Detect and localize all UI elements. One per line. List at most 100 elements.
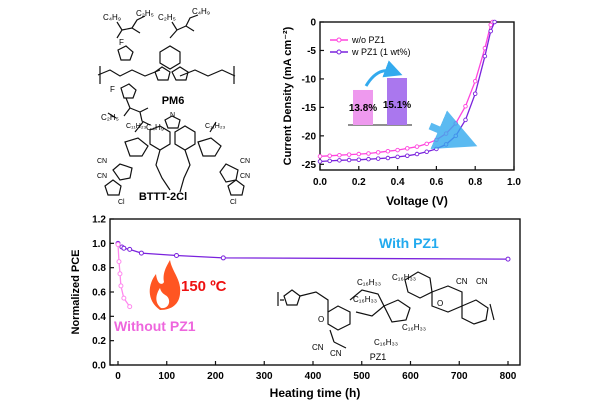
jv-point-1 bbox=[317, 159, 323, 164]
label-cn-b: CN bbox=[97, 173, 107, 180]
legend-w-label: w PZ1 (1 wt%) bbox=[351, 47, 411, 57]
jv-point-0 bbox=[434, 137, 439, 143]
inset-bar-wo bbox=[353, 89, 373, 125]
stability-x-tick-label: 0 bbox=[115, 371, 121, 382]
jv-point-1 bbox=[472, 91, 478, 96]
label-c11h23-b: C₁₁H₂₃ bbox=[205, 123, 226, 130]
label-cl-a: Cl bbox=[118, 199, 125, 206]
bttt-2cl-label: BTTT-2Cl bbox=[139, 191, 187, 203]
temperature-annotation: 150 ºC bbox=[181, 278, 227, 295]
stability-point-1 bbox=[118, 283, 124, 289]
label-cn-c: CN bbox=[240, 158, 250, 165]
jv-x-tick-label: 0.0 bbox=[313, 177, 327, 188]
jv-point-0 bbox=[317, 154, 323, 159]
jv-plot-frame bbox=[319, 21, 515, 171]
label-cl-b: Cl bbox=[230, 199, 237, 206]
inset-bar-w bbox=[387, 78, 407, 125]
jv-y-tick-label: -25 bbox=[302, 160, 317, 171]
jv-x-tick-label: 0.2 bbox=[352, 177, 366, 188]
stability-chart: 0 100 200 300 400 500 600 700 800 0.00.20.40.60.… bbox=[70, 215, 521, 400]
stability-x-tick-label: 400 bbox=[305, 371, 322, 382]
stability-point-0 bbox=[121, 245, 127, 251]
stability-x-axis-label: Heating time (h) bbox=[270, 386, 361, 400]
jv-series-line-1 bbox=[319, 21, 496, 163]
jv-point-1 bbox=[366, 156, 371, 162]
jv-point-1 bbox=[463, 117, 468, 123]
jv-point-0 bbox=[453, 121, 459, 126]
pz1-structure bbox=[277, 271, 495, 349]
jv-y-axis-label: Current Density (mA cm⁻²) bbox=[282, 26, 294, 165]
label-c4h9-b: C₄H₉ bbox=[192, 7, 210, 16]
pz1-cn-b: CN bbox=[476, 277, 488, 286]
label-f-top: F bbox=[119, 38, 124, 47]
jv-point-1 bbox=[395, 154, 400, 160]
pz1-o-a: O bbox=[437, 299, 443, 308]
jv-y-tick-label: -5 bbox=[307, 46, 316, 57]
jv-point-0 bbox=[405, 146, 410, 151]
stability-point-0 bbox=[220, 255, 226, 261]
stability-y-tick-label: 1.0 bbox=[92, 239, 106, 250]
jv-point-1 bbox=[375, 156, 381, 161]
stability-point-1 bbox=[127, 304, 133, 310]
jv-point-0 bbox=[346, 152, 352, 157]
jv-chart: 0.0 0.2 0.4 0.6 0.8 1.0 0 -5 -10 -15 -20 -25 Volta… bbox=[282, 18, 521, 209]
pm6-label: PM6 bbox=[162, 95, 185, 107]
jv-point-1 bbox=[434, 146, 439, 152]
jv-point-1 bbox=[337, 158, 342, 163]
jv-point-0 bbox=[472, 78, 478, 84]
label-cn-d: CN bbox=[240, 173, 250, 180]
legend-wo-marker bbox=[336, 37, 342, 43]
label-cn-a: CN bbox=[97, 158, 107, 165]
stability-y-tick-label: 0.8 bbox=[92, 263, 106, 274]
stability-point-1 bbox=[117, 271, 123, 277]
jv-point-0 bbox=[375, 150, 381, 155]
jv-x-tick-label: 0.8 bbox=[468, 177, 482, 188]
jv-legend: w/o PZ1 w PZ1 (1 wt%) bbox=[330, 35, 411, 57]
stability-y-axis: 0.0 0.2 0.4 0.6 0.8 1.0 1.2 bbox=[92, 215, 114, 372]
jv-point-1 bbox=[424, 149, 429, 155]
label-c2h5-b: C₂H₅ bbox=[158, 13, 176, 22]
label-c2h5-c: C₂H₅ bbox=[101, 113, 119, 122]
pz1-cn-a: CN bbox=[456, 277, 468, 286]
legend-wo-label: w/o PZ1 bbox=[351, 35, 385, 45]
bttt-2cl-structure bbox=[104, 115, 245, 196]
jv-point-1 bbox=[356, 157, 362, 163]
label-c2h5-a: C₂H₅ bbox=[136, 9, 154, 18]
jv-y-axis: 0 -5 -10 -15 -20 -25 bbox=[302, 18, 324, 171]
stability-point-1 bbox=[121, 295, 127, 301]
with-pz1-annotation: With PZ1 bbox=[379, 235, 439, 251]
pce-inset: 13.8% 15.1% bbox=[348, 60, 412, 126]
stability-x-tick-label: 800 bbox=[500, 371, 517, 382]
jv-point-0 bbox=[337, 152, 342, 158]
jv-point-0 bbox=[414, 144, 420, 149]
inset-label-w: 15.1% bbox=[383, 100, 411, 111]
jv-point-0 bbox=[327, 153, 332, 159]
jv-point-1 bbox=[443, 142, 449, 147]
label-f-bottom: F bbox=[110, 85, 115, 94]
stability-y-tick-label: 0.2 bbox=[92, 336, 106, 347]
pz1-o-b: O bbox=[318, 315, 324, 324]
stability-y-tick-label: 0.0 bbox=[92, 361, 106, 372]
pm6-structure bbox=[97, 14, 236, 126]
jv-series-group bbox=[317, 19, 497, 164]
jv-point-0 bbox=[366, 151, 371, 156]
pz1-c16h33-e: C₁₆H₃₃ bbox=[374, 338, 398, 347]
stability-point-0 bbox=[127, 246, 133, 252]
pz1-c16h33-d: C₁₆H₃₃ bbox=[402, 323, 426, 332]
jv-x-tick-label: 0.6 bbox=[429, 177, 443, 188]
stability-x-axis: 0 100 200 300 400 500 600 700 800 bbox=[115, 361, 517, 382]
jv-point-1 bbox=[405, 153, 410, 159]
jv-point-0 bbox=[424, 141, 429, 147]
label-n-top: N bbox=[170, 112, 175, 119]
stability-y-tick-label: 0.6 bbox=[92, 288, 106, 299]
jv-x-tick-label: 1.0 bbox=[507, 177, 521, 188]
flame-icon bbox=[149, 260, 181, 310]
jv-point-1 bbox=[385, 155, 391, 161]
jv-x-axis-label: Voltage (V) bbox=[386, 194, 448, 208]
jv-point-1 bbox=[488, 28, 493, 34]
jv-y-tick-label: -10 bbox=[302, 74, 317, 85]
pz1-c16h33-c: C₁₆H₃₃ bbox=[353, 295, 377, 304]
stability-x-tick-label: 600 bbox=[402, 371, 419, 382]
without-pz1-annotation: Without PZ1 bbox=[114, 318, 196, 334]
